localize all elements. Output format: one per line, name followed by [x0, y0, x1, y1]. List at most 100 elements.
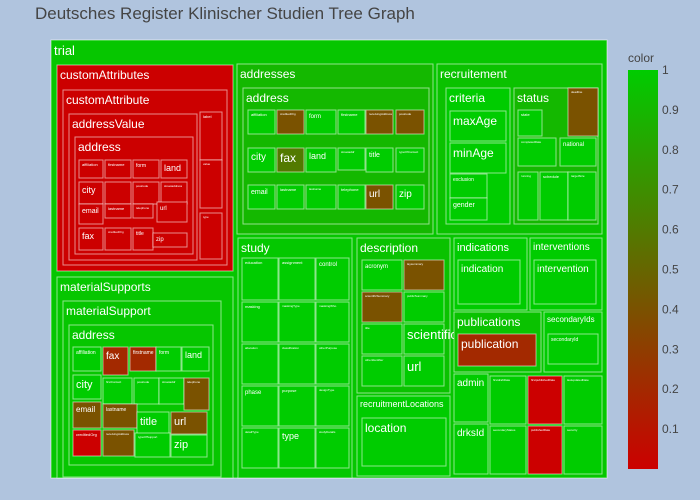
tile-ad_url[interactable] — [365, 184, 394, 210]
tile-sd_design[interactable] — [315, 385, 350, 427]
tile-sd_edu[interactable] — [241, 257, 279, 301]
tile-admin[interactable] — [453, 373, 489, 423]
tile-sd_mask[interactable] — [241, 301, 279, 343]
tile-ds_url[interactable] — [403, 355, 445, 387]
tile-intervention[interactable] — [533, 259, 597, 305]
tile-publication[interactable] — [457, 333, 537, 367]
tile-av_land[interactable] — [160, 159, 188, 179]
tile-ca_type[interactable] — [199, 212, 223, 260]
tile-ad_email[interactable] — [247, 184, 276, 210]
tile-ms_rec[interactable] — [102, 429, 135, 457]
tile-sd_detail2[interactable] — [315, 427, 350, 469]
tile-st_national[interactable] — [559, 137, 597, 167]
tile-ad_typeof[interactable] — [395, 147, 425, 173]
tile-secstatus[interactable] — [489, 425, 527, 475]
tile-sd_control[interactable] — [315, 257, 350, 301]
tile-ds_scititle[interactable] — [403, 323, 445, 355]
tile-av_url[interactable] — [156, 201, 188, 223]
tile-sd_class[interactable] — [278, 343, 316, 385]
tile-ds_lay[interactable] — [403, 259, 445, 291]
tile-gender[interactable] — [449, 197, 488, 221]
tile-ad_street[interactable] — [337, 147, 366, 171]
tile-label-sd_purpose: purpose — [282, 388, 297, 393]
tile-av_fax[interactable] — [78, 227, 104, 251]
tile-ms_post[interactable] — [133, 377, 160, 405]
tile-sd_detail[interactable] — [241, 427, 279, 469]
tile-ad_zip[interactable] — [395, 184, 425, 210]
tile-ms_city[interactable] — [72, 374, 102, 400]
tile-ad_first[interactable] — [337, 109, 366, 135]
tile-ad_land[interactable] — [305, 147, 337, 173]
tile-firstdraft[interactable] — [489, 375, 527, 425]
tile-av_last[interactable] — [104, 203, 132, 219]
tile-sd_alloc[interactable] — [241, 343, 279, 385]
tile-sd_other[interactable] — [315, 343, 350, 385]
tile-av_cred[interactable] — [104, 227, 132, 251]
tile-ms_tel[interactable] — [183, 377, 210, 411]
tile-lastupdated[interactable] — [563, 375, 603, 425]
tile-ms_first[interactable] — [129, 346, 157, 372]
tile-sd_type[interactable] — [278, 427, 316, 469]
tile-ms_fax[interactable] — [102, 346, 129, 376]
tile-ad_lastname2[interactable] — [305, 184, 337, 210]
tile-st_target[interactable] — [567, 171, 597, 221]
tile-ms_aff[interactable] — [72, 346, 102, 372]
tile-label-publishedDate: publishedDate — [531, 428, 551, 432]
tile-ds_title[interactable] — [361, 323, 403, 355]
tile-minAge[interactable] — [449, 142, 507, 174]
tile-ad_tel[interactable] — [337, 184, 366, 210]
tile-sd_assign[interactable] — [278, 257, 316, 301]
tile-ad_rec[interactable] — [365, 109, 394, 135]
tile-secondaryId[interactable] — [547, 333, 599, 365]
tile-label-av_zip: zip — [156, 237, 164, 243]
tile-ms_land[interactable] — [181, 346, 210, 372]
tile-ms_last[interactable] — [102, 403, 138, 429]
tile-sd_purpose[interactable] — [278, 385, 316, 427]
tile-ad_last[interactable] — [276, 184, 305, 210]
tile-label-ms_fax: fax — [106, 351, 119, 362]
tile-publishedDate[interactable] — [527, 425, 563, 475]
tile-ms_cred[interactable] — [72, 429, 102, 457]
tile-sd_phase[interactable] — [241, 385, 279, 427]
tile-av_form[interactable] — [132, 159, 160, 179]
tile-ms_form[interactable] — [155, 346, 182, 372]
tile-av_email[interactable] — [78, 203, 104, 225]
tile-av_zip[interactable] — [152, 232, 188, 248]
tile-sd_mwho[interactable] — [315, 301, 350, 343]
tile-label-av_fax: fax — [82, 231, 95, 241]
tile-drksId[interactable] — [453, 423, 489, 475]
tile-av_tel[interactable] — [132, 203, 154, 219]
tile-ad_post[interactable] — [395, 109, 425, 135]
tile-ms_zip[interactable] — [170, 434, 208, 458]
tile-st_deadline[interactable] — [567, 87, 599, 137]
tile-av_first[interactable] — [104, 159, 132, 179]
tile-st_state[interactable] — [517, 109, 543, 137]
tile-av_aff[interactable] — [78, 159, 104, 179]
tile-ds_other[interactable] — [361, 355, 403, 387]
tile-ds_acr[interactable] — [361, 259, 403, 291]
tile-st_complete[interactable] — [517, 137, 557, 167]
tile-st_running[interactable] — [517, 171, 539, 221]
tile-ad_form[interactable] — [305, 109, 337, 135]
tile-indication[interactable] — [457, 259, 521, 305]
tile-ms_type[interactable] — [134, 432, 171, 458]
tile-ds_pub[interactable] — [403, 291, 445, 323]
tile-ad_fax[interactable] — [276, 147, 305, 173]
tile-location[interactable] — [361, 417, 447, 467]
tile-ad_aff[interactable] — [247, 109, 276, 135]
tile-ms_url[interactable] — [170, 411, 208, 435]
tile-ca_val[interactable] — [199, 159, 223, 209]
tile-ms_street[interactable] — [158, 377, 185, 405]
tile-ad_title[interactable] — [365, 147, 394, 173]
tile-label-intervention: intervention — [537, 264, 589, 275]
tile-ms_email[interactable] — [72, 401, 102, 429]
tile-maxAge[interactable] — [449, 110, 507, 142]
tile-sd_mtype[interactable] — [278, 301, 316, 343]
tile-ad_creditedorg[interactable] — [276, 109, 305, 135]
tile-firstpublished[interactable] — [527, 375, 563, 425]
tile-ad_city[interactable] — [247, 147, 276, 173]
tile-label-secondaryId: secondaryId — [551, 337, 578, 343]
tile-security[interactable] — [563, 425, 603, 475]
tile-label-ms_title: title — [140, 416, 157, 428]
tile-ds_sci[interactable] — [361, 291, 403, 323]
